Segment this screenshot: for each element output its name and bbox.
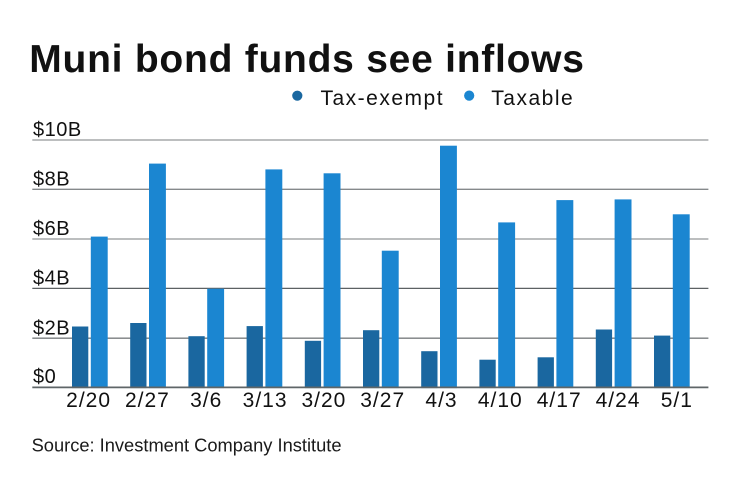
svg-text:$4B: $4B xyxy=(33,268,70,290)
svg-text:$2B: $2B xyxy=(33,317,70,339)
svg-text:$0: $0 xyxy=(33,366,56,388)
svg-text:5/1: 5/1 xyxy=(661,389,693,412)
svg-text:4/3: 4/3 xyxy=(425,389,457,412)
svg-text:4/10: 4/10 xyxy=(478,389,523,412)
svg-text:4/17: 4/17 xyxy=(537,389,582,412)
svg-text:3/13: 3/13 xyxy=(243,389,288,412)
svg-text:$8B: $8B xyxy=(33,169,70,191)
svg-text:2/27: 2/27 xyxy=(125,389,170,412)
svg-text:$6B: $6B xyxy=(33,218,70,240)
svg-text:2/20: 2/20 xyxy=(66,389,111,412)
svg-text:4/24: 4/24 xyxy=(596,389,641,412)
svg-text:$10B: $10B xyxy=(33,119,82,141)
svg-text:Source: Investment Company Ins: Source: Investment Company Institute xyxy=(32,434,342,455)
svg-text:Muni bond funds see inflows: Muni bond funds see inflows xyxy=(29,38,584,81)
svg-text:Tax-exempt: Tax-exempt xyxy=(321,87,445,110)
svg-text:3/27: 3/27 xyxy=(360,389,405,412)
svg-text:Taxable: Taxable xyxy=(491,87,574,110)
svg-text:3/6: 3/6 xyxy=(190,389,222,412)
svg-text:3/20: 3/20 xyxy=(301,389,346,412)
